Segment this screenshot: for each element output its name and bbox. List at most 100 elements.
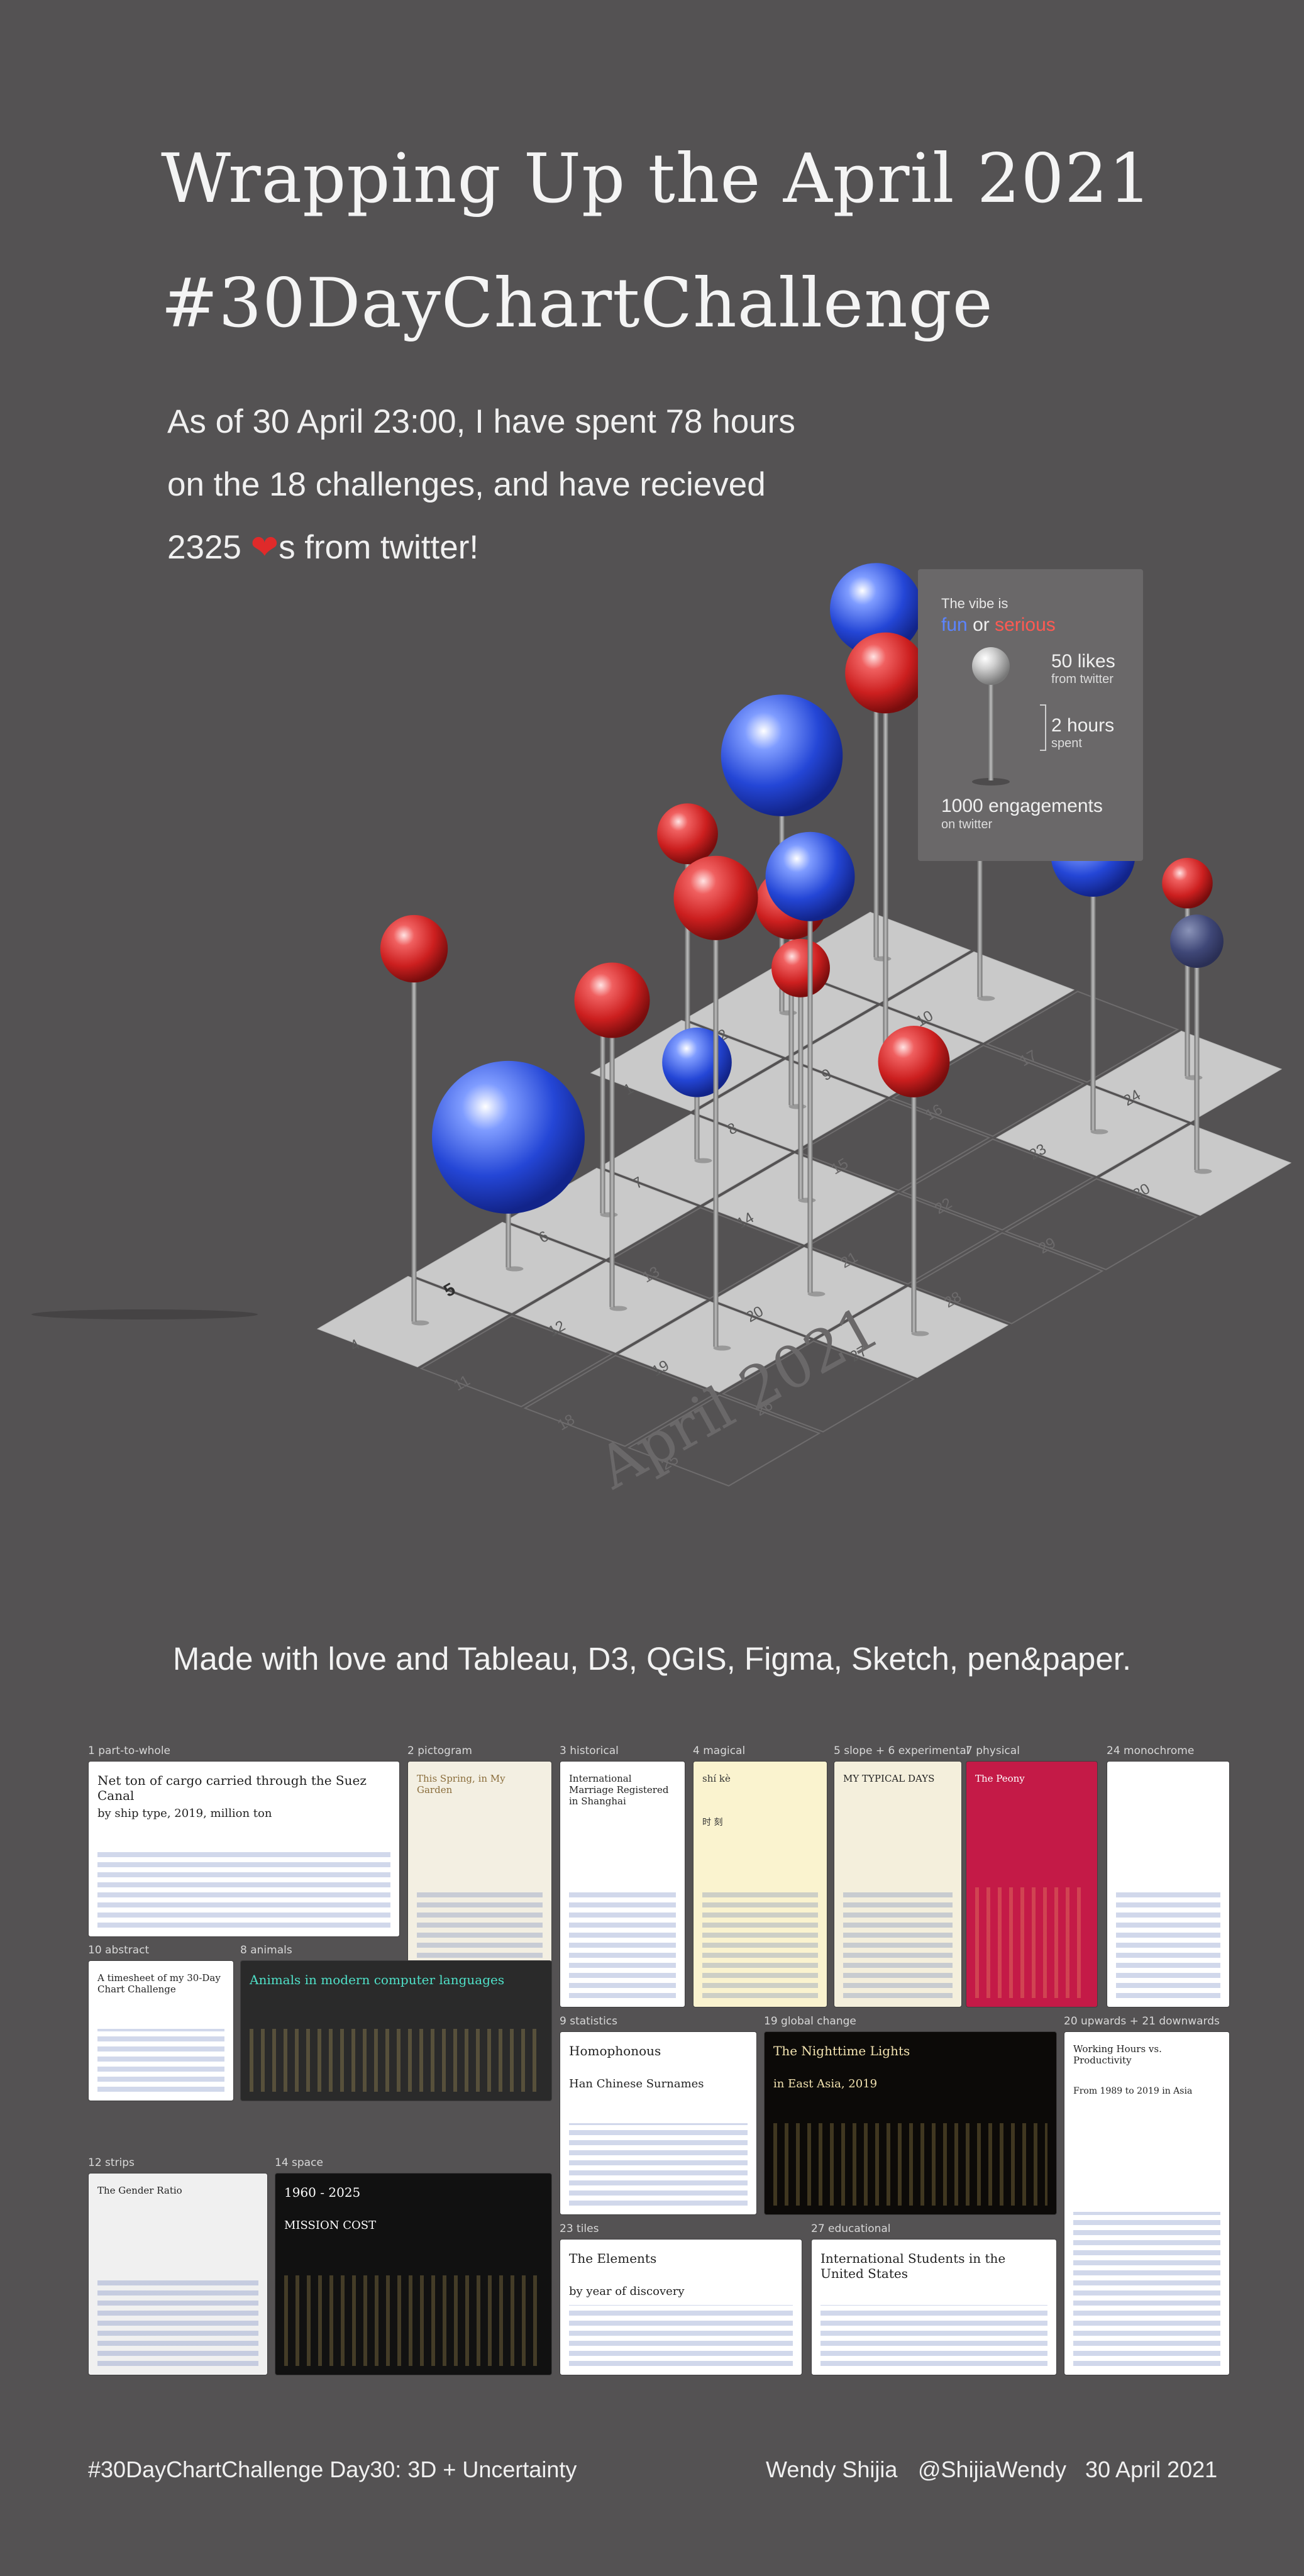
thumbnail-title: Working Hours vs. Productivity: [1073, 2043, 1162, 2066]
thumbnail-title: shí kè: [702, 1773, 731, 1784]
pin-sphere-serious: [657, 803, 718, 865]
thumbnail-16: International Students in the United Sta…: [811, 2239, 1057, 2375]
thumbnail-label: 14 space: [275, 2157, 323, 2169]
legend-engagements-value: 1000 engagements: [941, 796, 1103, 816]
tile-label-day-16: 16: [922, 1101, 946, 1124]
ground-shadow: [31, 1309, 258, 1319]
thumbnail-subtitle: in East Asia, 2019: [773, 2077, 878, 2090]
thumbnail-label: 20 upwards + 21 downwards: [1064, 2015, 1220, 2028]
legend-vibe-label: The vibe is: [941, 596, 1008, 611]
footer-author: Wendy Shijia: [766, 2457, 898, 2482]
thumbnail-label: 4 magical: [693, 1745, 746, 1757]
pin-stick: [807, 912, 813, 1293]
legend-hours-sub: spent: [1051, 736, 1082, 750]
footer-date: 30 April 2021: [1085, 2457, 1218, 2482]
calendar-tile-day-15: [797, 1099, 991, 1191]
legend-engagements-sub: on twitter: [941, 818, 993, 831]
thumbnail-preview-graphic: [773, 2123, 1047, 2206]
tile-label-day-18: 18: [555, 1411, 578, 1435]
footer-handle: @ShijiaWendy: [918, 2457, 1066, 2482]
thumbnail-label: 3 historical: [560, 1745, 619, 1757]
pin-stick: [609, 1030, 615, 1307]
thumbnail-subtitle: 时 刻: [702, 1818, 723, 1828]
pin-stick: [1185, 903, 1190, 1077]
pin-day-20: [765, 831, 855, 1297]
made-with-text: Made with love and Tableau, D3, QGIS, Fi…: [172, 1641, 1132, 1677]
pin-stick: [685, 858, 690, 1066]
legend-or: or: [973, 614, 990, 635]
likes-count: 2325: [167, 529, 251, 566]
thumbnail-title: The Peony: [975, 1773, 1025, 1784]
pin-sphere-serious: [878, 1026, 950, 1097]
thumbnail-12: Working Hours vs. Productivity From 1989 …: [1064, 2031, 1230, 2375]
thumbnail-title: Homophonous: [569, 2043, 661, 2058]
thumbnail-14: 1960 - 2025 MISSION COST: [275, 2173, 552, 2375]
thumbnail-11: The Nighttime Lights in East Asia, 2019: [764, 2031, 1057, 2215]
thumbnail-7: [1107, 1761, 1230, 2007]
pin-day-27: [878, 1026, 950, 1336]
calendar-tile-day-28: [910, 1232, 1104, 1324]
thumbnail-label: 27 educational: [811, 2223, 891, 2235]
tile-label-day-17: 17: [1017, 1047, 1040, 1070]
thumbnail-preview-graphic: [569, 2123, 748, 2206]
pin-stick: [911, 1090, 917, 1333]
pin-stick: [1194, 962, 1200, 1170]
pin-stick: [713, 931, 719, 1347]
thumbnail-preview-graphic: [97, 2029, 224, 2092]
pin-stick: [977, 824, 983, 997]
pin-sphere-fun: [721, 694, 843, 816]
pin-sphere-fun: [765, 831, 855, 921]
thumbnail-title: International Marriage Registered in Sha…: [569, 1773, 669, 1807]
pin-day-19: [673, 855, 758, 1351]
pin-sphere-fun: [1170, 914, 1224, 968]
pin-stick: [798, 991, 804, 1199]
thumbnail-subtitle: by ship type, 2019, million ton: [97, 1807, 272, 1820]
thumbnail-label: 7 physical: [966, 1745, 1020, 1757]
thumbnail-1: Net ton of cargo carried through the Sue…: [88, 1761, 400, 1937]
thumbnail-9: Animals in modern computer languages: [240, 1960, 552, 2101]
thumbnail-title: This Spring, in My Garden: [417, 1773, 506, 1796]
thumbnail-title: International Students in the United Sta…: [821, 2251, 1006, 2281]
thumbnail-title: The Elements: [569, 2251, 657, 2266]
thumbnail-preview-graphic: [702, 1887, 818, 1998]
pin-sphere-serious: [574, 962, 650, 1038]
pin-day-30: [1170, 914, 1224, 1174]
footer-challenge: #30DayChartChallenge Day30: 3D + Uncerta…: [88, 2457, 577, 2482]
legend-hours-value: 2 hours: [1051, 715, 1115, 736]
thumbnail-label: 1 part-to-whole: [88, 1745, 170, 1757]
thumbnail-label: 10 abstract: [88, 1944, 150, 1957]
calendar-tile-day-17: [985, 991, 1180, 1083]
thumbnail-preview-graphic: [250, 2029, 543, 2092]
pin-sphere-fun: [662, 1027, 732, 1097]
thumbnail-preview-graphic: [975, 1887, 1088, 1998]
thumbnail-title: Animals in modern computer languages: [250, 1972, 505, 1987]
calendar-tile-day-25: [627, 1394, 821, 1487]
legend-panel: The vibe is fun or serious 50 likes from…: [918, 569, 1143, 861]
intro-line-1: As of 30 April 23:00, I have spent 78 ho…: [167, 403, 795, 440]
thumbnail-label: 8 animals: [240, 1944, 292, 1957]
thumbnail-label: 9 statistics: [560, 2015, 617, 2028]
tile-label-day-22: 22: [932, 1195, 955, 1218]
thumbnail-15: The Elements by year of discovery: [560, 2239, 802, 2375]
pin-day-4: [380, 914, 448, 1326]
thumbnail-preview-graphic: [1116, 1887, 1220, 1998]
tile-label-day-11: 11: [451, 1372, 473, 1394]
pin-stick: [600, 1006, 605, 1214]
thumbnail-label: 12 strips: [88, 2157, 135, 2169]
thumbnail-subtitle: by year of discovery: [569, 2285, 685, 2298]
calendar-tile-day-16: [891, 1045, 1085, 1137]
pin-sphere-serious: [380, 914, 448, 983]
thumbnail-preview-graphic: [821, 2305, 1047, 2366]
thumbnail-preview-graphic: [97, 2275, 258, 2366]
thumbnail-title: The Nighttime Lights: [773, 2043, 910, 2058]
thumbnail-preview-graphic: [97, 1849, 390, 1928]
pin-sphere-fun: [830, 563, 922, 656]
thumbnail-8: A timesheet of my 30-Day Chart Challenge: [88, 1960, 234, 2101]
thumbnail-4: shí kè 时 刻: [693, 1761, 827, 2007]
thumbnail-preview-graphic: [843, 1887, 953, 1998]
legend-likes-value: 50 likes: [1051, 651, 1115, 672]
pin-sphere-fun: [432, 1060, 585, 1214]
thumbnail-13: The Gender Ratio: [88, 2173, 268, 2375]
thumbnail-label: 19 global change: [764, 2015, 856, 2028]
